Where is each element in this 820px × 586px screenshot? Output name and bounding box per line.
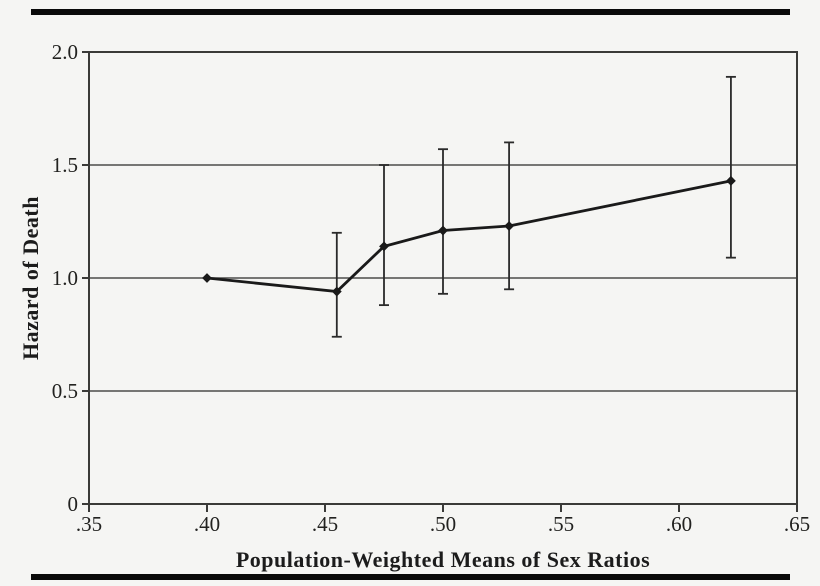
y-tick-label: 1.0 [51,266,78,290]
data-point-marker [504,221,514,231]
x-axis-title: Population-Weighted Means of Sex Ratios [235,547,651,572]
y-tick-label: 0 [67,492,79,516]
x-tick-label: .45 [311,512,339,536]
data-point-marker [379,241,389,252]
data-point-marker [438,225,448,236]
top-rule-bar [31,9,790,15]
data-point-marker [202,273,212,283]
y-tick-label: 2.0 [51,40,78,64]
data-point-marker [726,175,736,186]
y-tick-label: 0.5 [51,379,78,403]
x-tick-label: .40 [193,512,221,536]
y-tick-label: 1.5 [51,153,78,177]
x-tick-label: .65 [783,512,811,536]
data-point-marker [331,286,342,297]
x-tick-label: .50 [429,512,457,536]
x-tick-label: .55 [547,512,575,536]
x-tick-label: .35 [75,512,103,536]
data-line [206,179,732,294]
bottom-rule-bar [31,574,790,580]
x-tick-label: .60 [665,512,693,536]
